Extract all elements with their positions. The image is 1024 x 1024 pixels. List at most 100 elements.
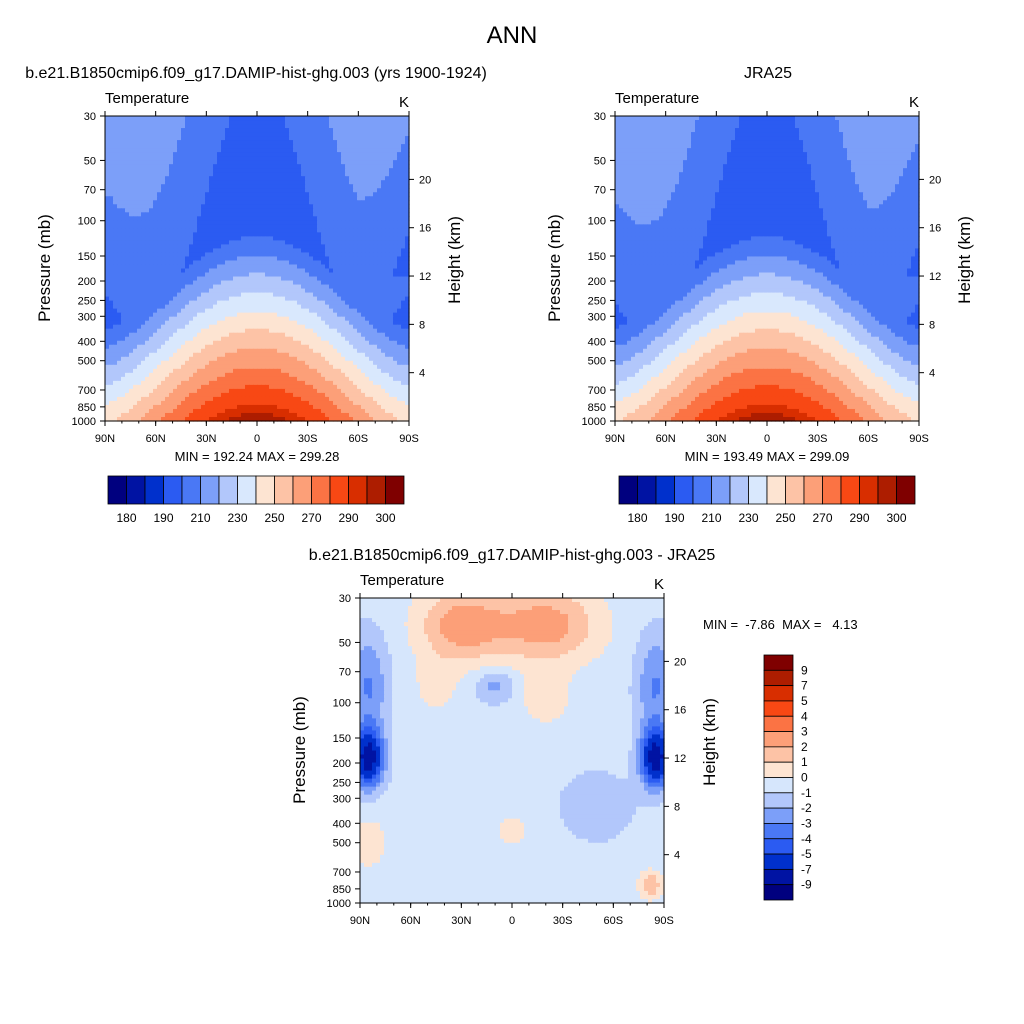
contour-cell — [173, 276, 178, 282]
contour-cell — [345, 272, 350, 278]
contour-cell — [125, 332, 130, 338]
contour-cell — [365, 264, 370, 270]
contour-cell — [169, 136, 174, 141]
contour-cell — [241, 284, 246, 290]
contour-cell — [133, 204, 138, 209]
contour-cell — [329, 312, 334, 318]
contour-cell — [173, 172, 178, 177]
contour-cell — [389, 208, 394, 213]
contour-cell — [349, 204, 354, 209]
contour-cell — [237, 248, 242, 254]
contour-cell — [389, 176, 394, 181]
contour-cell — [301, 324, 306, 330]
contour-cell — [325, 272, 330, 278]
contour-cell — [381, 148, 386, 153]
contour-cell — [193, 216, 198, 221]
contour-cell — [133, 324, 138, 330]
contour-cell — [353, 188, 358, 193]
contour-cell — [201, 300, 206, 306]
contour-cell — [309, 360, 314, 366]
contour-cell — [145, 144, 150, 149]
contour-cell — [161, 124, 166, 129]
contour-cell — [389, 172, 394, 177]
contour-cell — [253, 176, 258, 181]
contour-cell — [117, 280, 122, 286]
contour-cell — [169, 264, 174, 270]
contour-cell — [317, 124, 322, 129]
contour-cell — [305, 244, 310, 250]
contour-cell — [317, 264, 322, 270]
contour-cell — [297, 260, 302, 266]
contour-cell — [221, 240, 226, 246]
contour-cell — [401, 168, 406, 173]
contour-cell — [181, 288, 186, 294]
contour-cell — [229, 196, 234, 201]
contour-cell — [385, 140, 390, 145]
contour-cell — [361, 240, 366, 246]
contour-cell — [129, 180, 134, 185]
contour-cell — [197, 368, 202, 374]
contour-cell — [129, 164, 134, 169]
contour-cell — [193, 328, 198, 334]
contour-cell — [329, 300, 334, 306]
contour-cell — [205, 232, 210, 237]
contour-cell — [313, 116, 318, 121]
contour-cell — [321, 176, 326, 181]
contour-cell — [305, 192, 310, 197]
contour-cell — [333, 212, 338, 217]
contour-cell — [333, 356, 338, 362]
contour-cell — [281, 244, 286, 250]
contour-cell — [237, 372, 242, 378]
contour-cell — [389, 300, 394, 306]
contour-cell — [269, 192, 274, 197]
contour-cell — [141, 304, 146, 310]
contour-cell — [237, 320, 242, 326]
contour-cell — [345, 312, 350, 318]
contour-cell — [277, 116, 282, 121]
contour-cell — [209, 240, 214, 246]
contour-cell — [249, 244, 254, 250]
contour-cell — [397, 208, 402, 213]
contour-cell — [117, 304, 122, 310]
contour-cell — [337, 156, 342, 161]
contour-cell — [217, 236, 222, 241]
contour-cell — [365, 300, 370, 306]
contour-cell — [165, 188, 170, 193]
contour-cell — [353, 248, 358, 254]
contour-cell — [389, 128, 394, 133]
contour-cell — [225, 284, 230, 290]
contour-cell — [205, 280, 210, 286]
contour-cell — [345, 268, 350, 274]
contour-cell — [193, 304, 198, 310]
contour-cell — [185, 256, 190, 262]
contour-cell — [269, 208, 274, 213]
contour-cell — [345, 348, 350, 354]
contour-cell — [109, 260, 114, 266]
contour-cell — [113, 200, 118, 205]
contour-cell — [245, 352, 250, 358]
contour-cell — [353, 164, 358, 169]
contour-cell — [213, 324, 218, 330]
contour-cell — [261, 360, 266, 366]
contour-cell — [105, 368, 110, 374]
contour-cell — [265, 152, 270, 157]
contour-cell — [301, 276, 306, 282]
contour-cell — [213, 316, 218, 322]
contour-cell — [377, 248, 382, 254]
contour-cell — [225, 204, 230, 209]
contour-cell — [405, 164, 410, 169]
contour-cell — [217, 280, 222, 286]
contour-cell — [257, 168, 262, 173]
contour-cell — [329, 320, 334, 326]
contour-cell — [137, 180, 142, 185]
contour-cell — [245, 152, 250, 157]
contour-cell — [105, 228, 110, 233]
contour-cell — [305, 284, 310, 290]
contour-cell — [277, 372, 282, 378]
contour-cell — [109, 160, 114, 165]
contour-cell — [389, 260, 394, 266]
contour-cell — [237, 204, 242, 209]
contour-cell — [229, 240, 234, 246]
contour-cell — [113, 220, 118, 225]
contour-field — [105, 116, 410, 422]
